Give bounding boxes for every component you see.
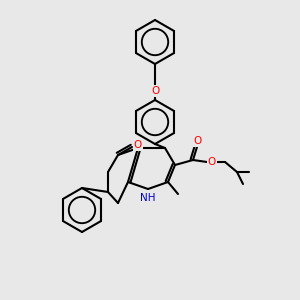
Text: O: O bbox=[194, 136, 202, 146]
Text: NH: NH bbox=[140, 193, 156, 203]
Text: O: O bbox=[208, 157, 216, 167]
Text: O: O bbox=[134, 140, 142, 150]
Text: O: O bbox=[151, 86, 159, 96]
